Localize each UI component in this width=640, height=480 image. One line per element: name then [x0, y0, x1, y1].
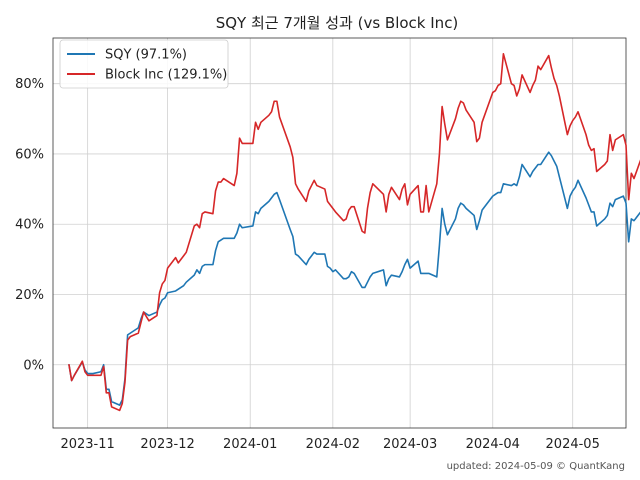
y-tick-label: 0% [23, 358, 44, 373]
series-line-block-inc [68, 53, 640, 412]
legend: SQY (97.1%) Block Inc (129.1%) [59, 39, 229, 89]
x-tick-label: 2023-11 [60, 437, 114, 452]
legend-label-sqy: SQY (97.1%) [105, 48, 187, 63]
x-tick-label: 2024-01 [223, 437, 277, 452]
x-axis-ticks: 2023-11 2023-12 2024-01 2024-02 2024-03 2024-… [60, 437, 599, 452]
legend-box [59, 39, 229, 89]
y-axis-ticks: 0% 20% 40% 60% 80% [15, 77, 44, 373]
legend-label-block: Block Inc (129.1%) [105, 68, 227, 83]
chart-title: SQY 최근 7개월 성과 (vs Block Inc) [216, 14, 459, 32]
x-tick-label: 2024-05 [546, 437, 600, 452]
x-tick-label: 2024-04 [466, 437, 520, 452]
plot-frame [52, 37, 627, 429]
y-tick-label: 60% [15, 147, 44, 162]
x-tick-label: 2024-03 [383, 437, 437, 452]
x-tick-label: 2023-12 [140, 437, 194, 452]
x-tick-label: 2024-02 [306, 437, 360, 452]
grid [53, 38, 626, 428]
y-tick-label: 40% [15, 218, 44, 233]
footer-updated-credit: updated: 2024-05-09 © QuantKang [447, 461, 625, 472]
series-lines [68, 53, 640, 412]
y-tick-label: 80% [15, 77, 44, 92]
y-tick-label: 20% [15, 288, 44, 303]
series-line-sqy [68, 151, 640, 406]
